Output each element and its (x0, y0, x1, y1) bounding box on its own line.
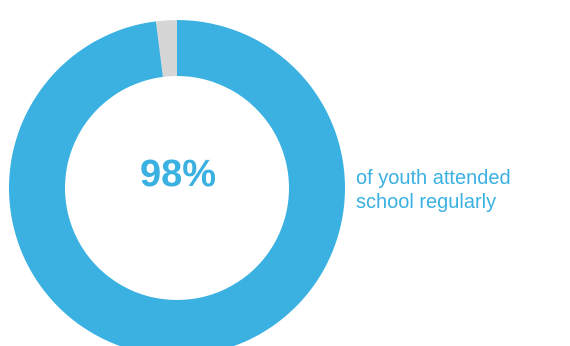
caption-line-2: school regularly (356, 191, 497, 213)
chart-caption: of youth attended school regularly (356, 166, 511, 214)
center-percentage-label: 98% (139, 153, 217, 195)
caption-line-1: of youth attended (356, 167, 511, 189)
donut-slice-remainder (155, 20, 177, 77)
donut-slice-attended (9, 20, 345, 346)
